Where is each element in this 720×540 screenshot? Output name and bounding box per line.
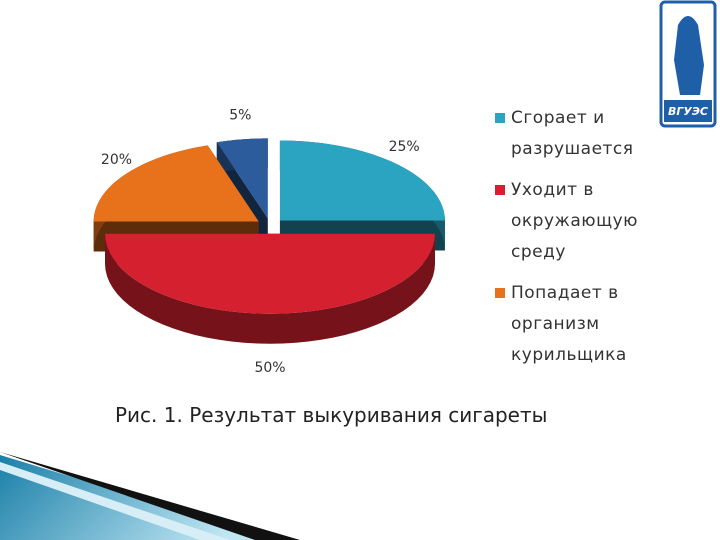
legend-swatch xyxy=(495,185,505,195)
slice-top xyxy=(105,233,435,314)
legend-swatch xyxy=(495,288,505,298)
pie-slice xyxy=(93,145,259,252)
logo-band xyxy=(664,100,712,122)
legend: Сгорает и разрушается Уходит в окружающую… xyxy=(495,103,665,381)
legend-label: Попадает в организм курильщика xyxy=(511,283,627,365)
data-label: 5% xyxy=(229,107,251,123)
slice-outer-face xyxy=(105,233,435,344)
legend-swatch xyxy=(495,113,505,123)
logo-text: ВГУЭС xyxy=(668,105,708,118)
slice-top xyxy=(279,140,445,221)
data-label: 50% xyxy=(254,360,285,376)
logo-figure xyxy=(674,16,704,95)
legend-item: Уходит в окружающую среду xyxy=(495,175,665,268)
legend-item: Сгорает и разрушается xyxy=(495,103,665,165)
legend-label: Уходит в окружающую среду xyxy=(511,180,638,262)
data-label: 20% xyxy=(101,152,132,168)
decor-line xyxy=(0,452,300,540)
legend-label: Сгорает и разрушается xyxy=(511,108,634,159)
legend-item: Попадает в организм курильщика xyxy=(495,278,665,371)
data-label: 25% xyxy=(389,139,420,155)
chart-title: Рис. 1. Результат выкуривания сигареты xyxy=(115,403,548,427)
slice-top xyxy=(93,145,259,222)
decor-light xyxy=(0,462,230,540)
pie-slice xyxy=(105,233,435,344)
slice-top xyxy=(216,138,268,219)
